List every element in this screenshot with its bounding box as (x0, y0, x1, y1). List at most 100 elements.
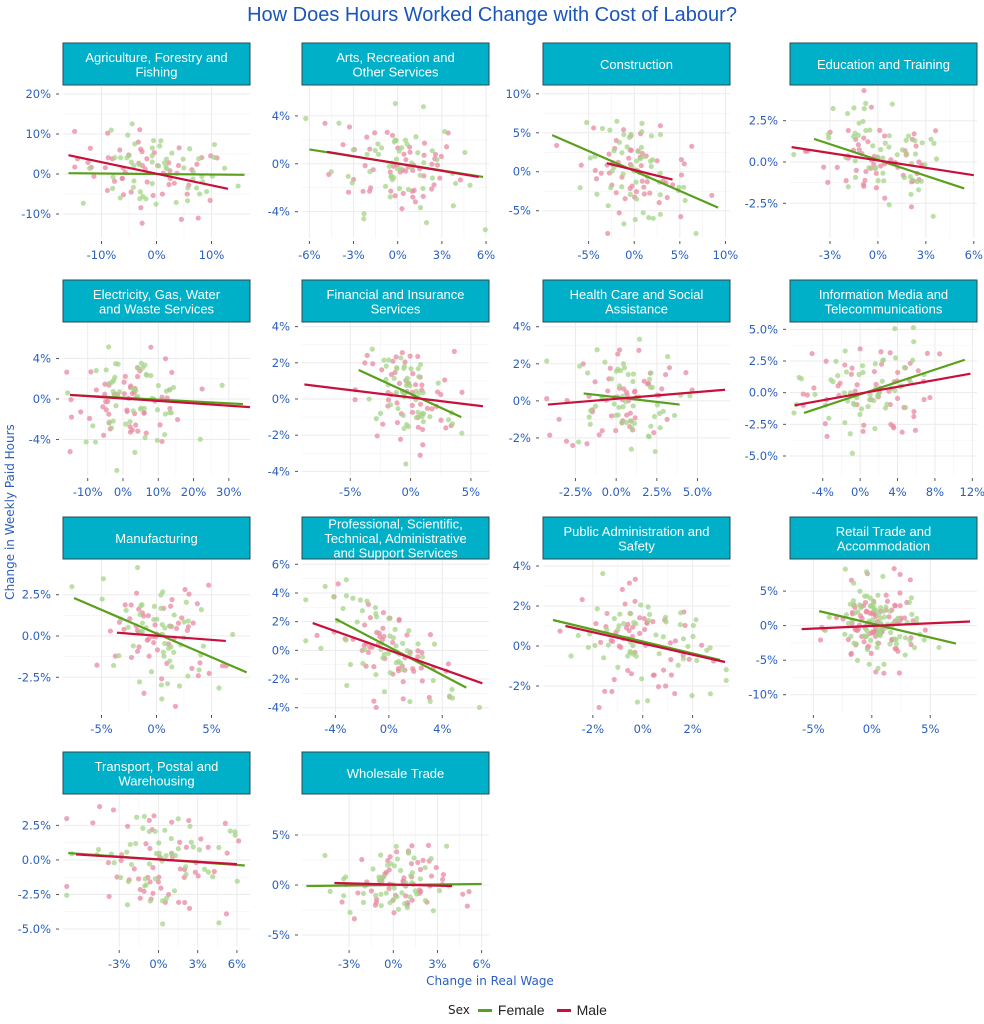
facet-3-point-female (830, 105, 836, 112)
facet-3-point-female (845, 110, 851, 117)
facet-3-point-male (863, 168, 869, 175)
facet-2-xtick-label: 10% (713, 248, 739, 262)
facet-2-point-male (644, 179, 650, 185)
facet-2-point-female (584, 119, 590, 126)
facet-4-point-male (67, 449, 73, 455)
facet-13-point-male (420, 857, 426, 863)
facet-1-ytick-label: 4% (272, 109, 290, 123)
facet-1-point-female (405, 186, 412, 193)
facet-12-point-female (202, 866, 208, 872)
facet-9-point-female (343, 593, 349, 599)
facet-11-point-male (881, 670, 887, 676)
facet-5-point-male (409, 409, 416, 415)
facet-12-point-female (175, 846, 182, 852)
facet-0-trend-male (68, 154, 229, 190)
facet-7-point-female (830, 379, 836, 385)
facet-10-point-male (641, 615, 647, 622)
facet-5-point-male (429, 406, 435, 412)
facet-3-point-male (865, 139, 871, 145)
facet-9-point-female (373, 671, 379, 678)
facet-13-point-female (322, 852, 328, 859)
facet-11-point-male (848, 650, 854, 656)
facet-6-point-female (652, 448, 658, 455)
facet-9-point-female (372, 605, 379, 611)
facet-6-point-male (615, 351, 621, 357)
facet-5-point-female (383, 376, 389, 382)
facet-13-point-male (416, 887, 423, 893)
facet-6-strip (542, 279, 731, 323)
facet-10-point-female (660, 634, 666, 640)
facet-2-point-female (649, 157, 656, 163)
facet-3-trend-female (813, 137, 965, 190)
facet-1-point-female (417, 205, 424, 211)
facet-6-xtick-label: 2.5% (642, 485, 671, 499)
facet-8-point-female (198, 607, 204, 613)
facet-2-point-male (593, 176, 600, 182)
facet-8-point-male (179, 615, 185, 621)
facet-0-point-male (137, 127, 143, 133)
facet-11-point-male (897, 603, 903, 609)
facet-13-trend-male (334, 881, 453, 888)
facet-3-xtick-label: 3% (917, 248, 935, 262)
facet-11-point-female (847, 601, 853, 607)
facet-9-point-male (395, 668, 402, 674)
facet-12-point-female (216, 920, 222, 926)
facet-7-point-female (858, 406, 865, 412)
facet-2-point-female (614, 118, 620, 124)
facet-3-point-male (834, 164, 840, 170)
facet-12-ytick-label: -5.0% (18, 922, 51, 936)
facet-10-point-male (557, 628, 563, 634)
facet-5-point-female (369, 346, 375, 352)
facet-12-point-male (198, 836, 204, 842)
facet-5-point-male (415, 353, 421, 360)
facet-0-point-female (109, 185, 116, 191)
facet-9-point-male (427, 632, 434, 638)
facet-10-point-female (592, 642, 598, 649)
facet-12-trend-male (76, 853, 237, 866)
facet-6-point-female (587, 421, 593, 427)
facet-12-point-female (111, 860, 117, 866)
facet-1-point-male (399, 206, 405, 212)
facet-5-ytick-label: 2% (272, 356, 290, 370)
facet-6-point-female (648, 423, 654, 429)
facet-11-point-female (842, 631, 848, 637)
facet-11-point-male (868, 650, 874, 656)
facet-9-point-female (419, 654, 426, 660)
facet-5-point-female (395, 405, 401, 412)
facet-1-point-female (415, 150, 421, 156)
facet-12-point-female (216, 844, 222, 851)
facet-11-point-female (914, 615, 920, 622)
facet-12-point-male (150, 865, 156, 871)
facet-13-point-female (378, 891, 384, 897)
facet-1-trend-male (326, 150, 479, 179)
facet-7-xtick-label: -4% (812, 485, 834, 499)
facet-9-point-female (387, 670, 393, 676)
facet-6-point-male (570, 442, 576, 449)
facet-8-point-male (141, 690, 147, 696)
facet-7-strip-label: Information Media and (819, 287, 948, 302)
facet-2-point-male (641, 191, 647, 197)
facet-8-point-female (159, 696, 165, 702)
facet-12-point-male (177, 839, 183, 845)
facet-3-point-female (870, 143, 876, 149)
facet-1-point-female (386, 163, 392, 170)
facet-8-point-male (145, 636, 152, 642)
facet-11-point-female (866, 661, 872, 667)
facet-2-point-male (678, 156, 685, 163)
facet-5-ytick-label: -4% (268, 464, 290, 478)
facet-2-ytick-label: 10% (505, 87, 531, 101)
facet-10-point-female (723, 667, 729, 673)
facet-11-point-female (888, 629, 894, 636)
facet-2-point-female (608, 185, 614, 191)
facet-7-ytick-label: -5.0% (745, 449, 778, 463)
facet-12-point-female (95, 846, 102, 853)
facet-4-point-male (88, 369, 94, 375)
facet-9-point-male (415, 648, 421, 654)
facet-10-point-female (689, 693, 695, 699)
facet-6-point-male (547, 432, 553, 438)
facet-4-point-female (112, 374, 118, 380)
facet-10-point-female (628, 611, 634, 617)
facet-12-point-male (158, 885, 164, 891)
facet-8-point-female (162, 625, 168, 631)
facet-1-point-female (361, 211, 367, 217)
